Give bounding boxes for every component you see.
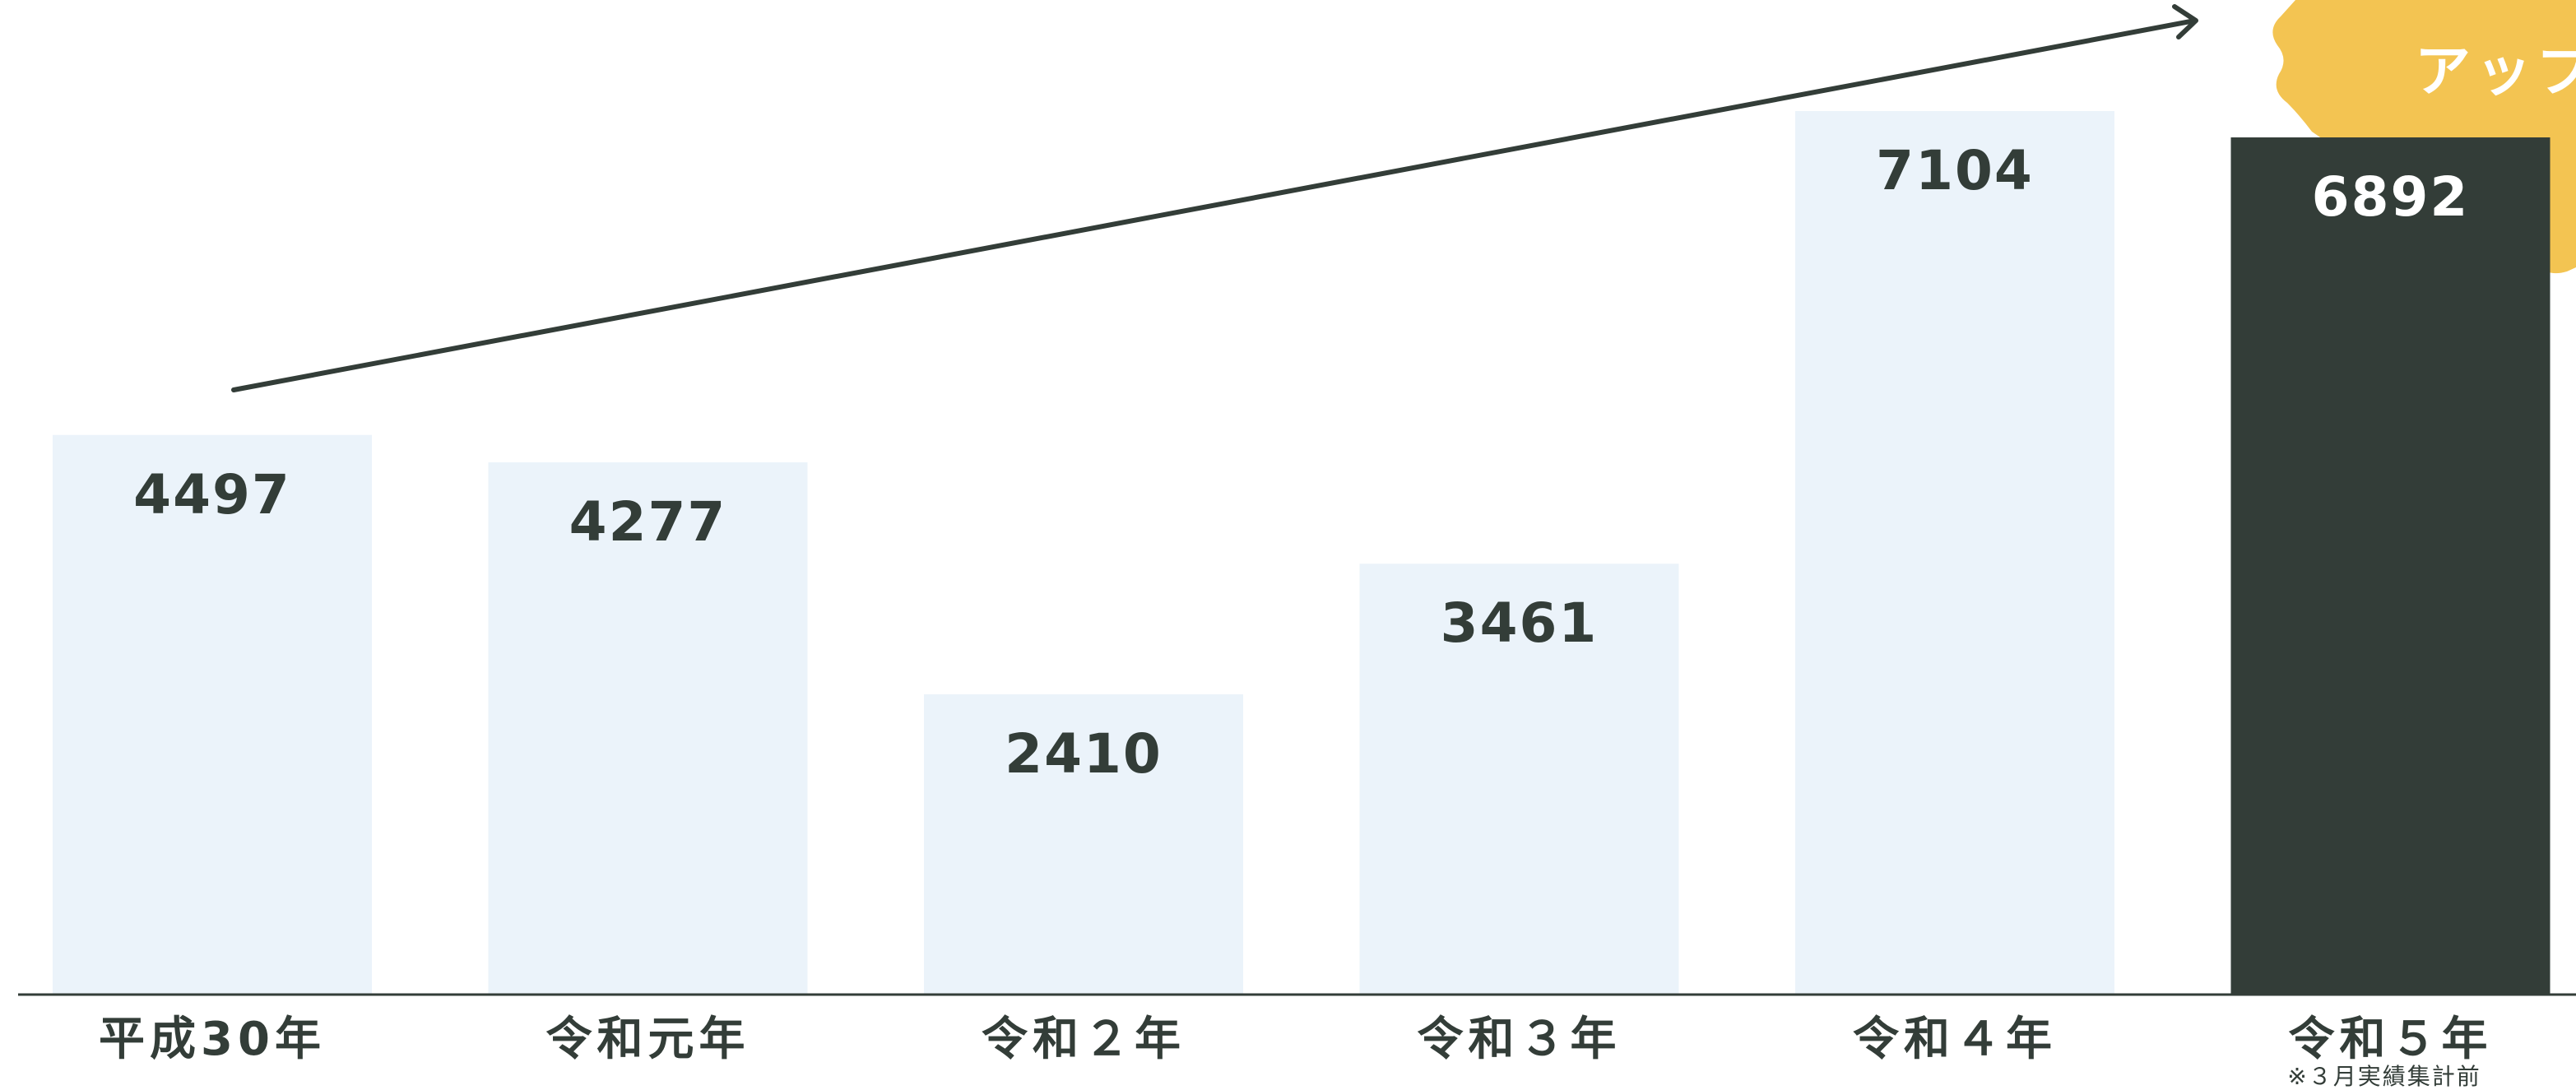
value-label-0: 4497 [133, 463, 291, 526]
value-label-2: 2410 [1005, 722, 1163, 786]
bar-1 [488, 462, 808, 994]
category-label-5: 令和５年 [2289, 1013, 2493, 1066]
badge-text: アップ [2415, 39, 2576, 104]
chart-note: ※３月実績集計前 [2287, 1063, 2481, 1090]
trend-arrow-head [2172, 4, 2198, 39]
value-label-4: 7104 [1876, 139, 2034, 202]
category-label-2: 令和２年 [982, 1013, 1186, 1066]
bars [53, 111, 2550, 994]
category-label-0: 平成30年 [99, 1013, 326, 1066]
bar-2 [924, 693, 1243, 994]
bar-0 [53, 434, 372, 994]
category-label-4: 令和４年 [1853, 1013, 2057, 1066]
bar-4 [1795, 111, 2114, 994]
value-labels: 4497 4277 2410 3461 7104 6892 [133, 139, 2470, 786]
category-label-3: 令和３年 [1418, 1013, 1622, 1066]
category-label-1: 令和元年 [546, 1013, 750, 1066]
trend-arrow [231, 4, 2198, 392]
bar-5 [2230, 137, 2550, 994]
bar-3 [1359, 564, 1679, 994]
category-labels: 平成30年 令和元年 令和２年 令和３年 令和４年 令和５年 [99, 1013, 2493, 1066]
value-label-1: 4277 [569, 490, 727, 554]
trend-arrow-line [231, 18, 2198, 392]
value-label-5: 6892 [2312, 165, 2470, 229]
value-label-3: 3461 [1441, 591, 1599, 655]
